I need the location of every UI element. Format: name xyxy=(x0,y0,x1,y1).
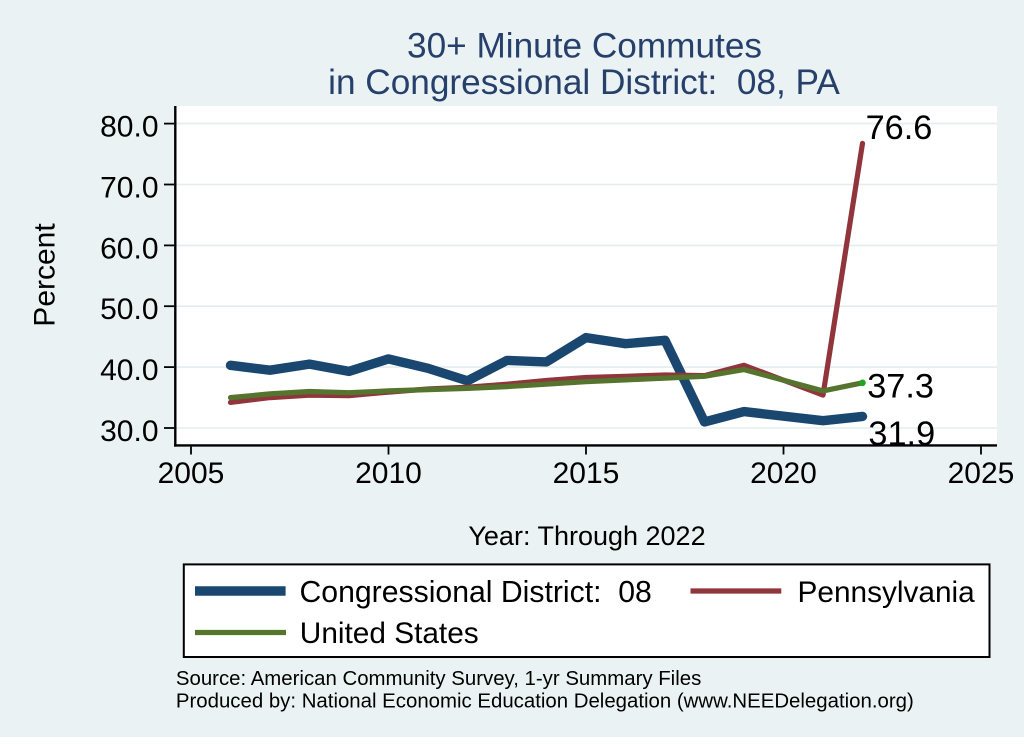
svg-text:2015: 2015 xyxy=(553,457,620,490)
svg-text:76.6: 76.6 xyxy=(866,109,933,147)
svg-text:70.0: 70.0 xyxy=(100,172,158,205)
svg-text:2025: 2025 xyxy=(948,457,1015,490)
svg-text:Pennsylvania: Pennsylvania xyxy=(798,576,976,609)
svg-text:31.9: 31.9 xyxy=(868,415,935,453)
svg-text:United States: United States xyxy=(300,617,479,650)
svg-text:in Congressional District: 08: in Congressional District: 08, PA xyxy=(328,63,840,102)
svg-text:2005: 2005 xyxy=(158,457,225,490)
svg-text:30+ Minute Commutes: 30+ Minute Commutes xyxy=(407,26,762,65)
svg-text:Percent: Percent xyxy=(29,223,62,327)
svg-text:Congressional District: 08: Congressional District: 08 xyxy=(300,576,652,609)
svg-text:2020: 2020 xyxy=(750,457,817,490)
svg-text:40.0: 40.0 xyxy=(100,354,158,387)
svg-text:50.0: 50.0 xyxy=(100,293,158,326)
svg-text:60.0: 60.0 xyxy=(100,232,158,265)
svg-text:Source: American Community Sur: Source: American Community Survey, 1-yr … xyxy=(176,668,701,690)
svg-text:37.3: 37.3 xyxy=(867,368,934,406)
svg-text:Produced by: National Economic: Produced by: National Economic Education… xyxy=(176,691,914,713)
svg-text:30.0: 30.0 xyxy=(100,415,158,448)
svg-text:2010: 2010 xyxy=(355,457,422,490)
svg-text:Year: Through 2022: Year: Through 2022 xyxy=(468,521,705,551)
svg-text:80.0: 80.0 xyxy=(100,111,158,144)
